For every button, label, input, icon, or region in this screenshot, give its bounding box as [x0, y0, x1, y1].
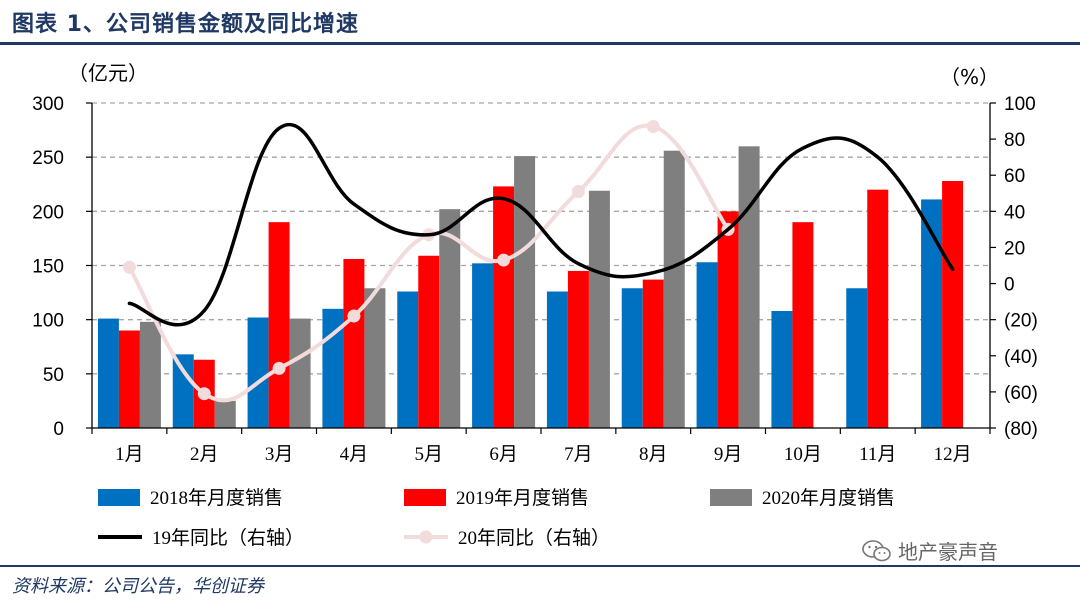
bar-2-6月	[493, 186, 515, 428]
right-axis-unit: （%）	[940, 65, 999, 89]
point-2-2月	[197, 387, 211, 401]
bar-1-6月	[472, 263, 494, 428]
bar-3-5月	[439, 209, 461, 428]
left-tick-label: 0	[53, 419, 64, 440]
x-tick-label: 3月	[265, 444, 294, 465]
bar-1-2月	[172, 354, 194, 428]
axes: 0 50 100 150 200 250 300 (80) (60) (40) (20) 0 20 40 6…	[32, 94, 1038, 465]
left-tick-label: 200	[32, 202, 64, 223]
right-tick-label: 20	[1004, 238, 1025, 259]
bar-2-10月	[792, 222, 814, 428]
bar-3-3月	[289, 318, 311, 428]
source-note: 资料来源：公司公告，华创证券	[12, 576, 264, 597]
bar-3-2月	[214, 400, 236, 428]
left-tick-label: 50	[43, 365, 64, 386]
lines	[122, 119, 955, 403]
left-tick-label: 150	[32, 257, 64, 278]
bar-1-11月	[846, 288, 868, 428]
bar-2-1月	[118, 330, 140, 428]
bar-1-7月	[546, 291, 568, 428]
bar-3-4月	[364, 288, 386, 428]
legend-label-line-2: 20年同比（右轴）	[458, 527, 610, 549]
bar-2-11月	[867, 189, 889, 428]
watermark-text: 地产豪声音	[898, 540, 998, 564]
legend-label-bar-1: 2018年月度销售	[150, 487, 283, 509]
bar-3-9月	[738, 146, 760, 429]
right-tick-label: 0	[1004, 275, 1015, 296]
right-tick-label: 60	[1004, 166, 1025, 187]
chart-title: 图表 1、公司销售金额及同比增速	[12, 12, 359, 37]
right-tick-label: 40	[1004, 202, 1025, 223]
x-tick-label: 2月	[190, 444, 219, 465]
bar-1-10月	[771, 311, 793, 428]
x-tick-label: 12月	[934, 444, 972, 465]
wechat-icon	[862, 539, 891, 561]
right-tick-label: 80	[1004, 130, 1025, 151]
legend-label-bar-2: 2019年月度销售	[456, 487, 589, 509]
legend: 2018年月度销售 2019年月度销售 2020年月度销售 19年同比（右轴） 20年同…	[98, 487, 895, 549]
right-tick-label: (20)	[1004, 311, 1038, 332]
bar-1-3月	[247, 317, 269, 428]
bars	[97, 146, 964, 429]
bar-2-4月	[343, 259, 365, 428]
x-tick-label: 7月	[564, 444, 593, 465]
legend-swatch-bar-1	[98, 489, 140, 506]
bar-1-8月	[621, 288, 643, 428]
point-2-3月	[272, 361, 286, 375]
bar-3-6月	[514, 156, 536, 429]
point-2-1月	[122, 260, 136, 274]
x-tick-label: 10月	[784, 444, 822, 465]
left-tick-label: 100	[32, 311, 64, 332]
watermark: 地产豪声音	[862, 536, 998, 565]
bar-2-3月	[268, 222, 290, 428]
grid-lines	[92, 102, 990, 375]
x-tick-label: 5月	[414, 444, 443, 465]
legend-marker-line-2	[419, 530, 433, 544]
title-divider	[0, 42, 1080, 45]
bar-1-12月	[921, 199, 943, 428]
right-tick-label: (60)	[1004, 383, 1038, 404]
point-2-8月	[646, 119, 660, 133]
x-tick-label: 8月	[639, 444, 668, 465]
bar-2-5月	[418, 255, 440, 428]
bar-1-1月	[97, 318, 119, 428]
right-tick-label: 100	[1004, 94, 1036, 115]
point-2-6月	[497, 253, 511, 267]
bar-2-9月	[717, 211, 739, 428]
bar-2-12月	[942, 181, 964, 428]
bar-2-7月	[567, 270, 589, 428]
footer-divider	[0, 565, 1080, 567]
legend-label-bar-3: 2020年月度销售	[762, 487, 895, 509]
left-axis-unit: （亿元）	[68, 61, 148, 85]
chart: 0 50 100 150 200 250 300 (80) (60) (40) (20) 0 20 40 6…	[32, 61, 1038, 549]
right-tick-label: (80)	[1004, 419, 1038, 440]
legend-swatch-bar-3	[710, 489, 752, 506]
bar-2-8月	[642, 279, 664, 428]
bar-3-7月	[588, 190, 610, 428]
left-tick-label: 300	[32, 94, 64, 115]
right-tick-label: (40)	[1004, 347, 1038, 368]
x-tick-label: 9月	[714, 444, 743, 465]
bar-3-8月	[663, 150, 685, 428]
x-tick-label: 6月	[489, 444, 518, 465]
legend-label-line-1: 19年同比（右轴）	[152, 527, 304, 549]
bar-1-9月	[696, 262, 718, 428]
legend-swatch-bar-2	[404, 489, 446, 506]
left-tick-label: 250	[32, 148, 64, 169]
x-tick-label: 4月	[340, 444, 369, 465]
point-2-4月	[347, 309, 361, 323]
bar-3-1月	[139, 321, 161, 428]
x-tick-label: 1月	[115, 444, 144, 465]
x-tick-label: 11月	[859, 444, 896, 465]
line-series-1	[127, 123, 955, 327]
bar-1-5月	[397, 291, 419, 428]
point-2-7月	[571, 184, 585, 198]
